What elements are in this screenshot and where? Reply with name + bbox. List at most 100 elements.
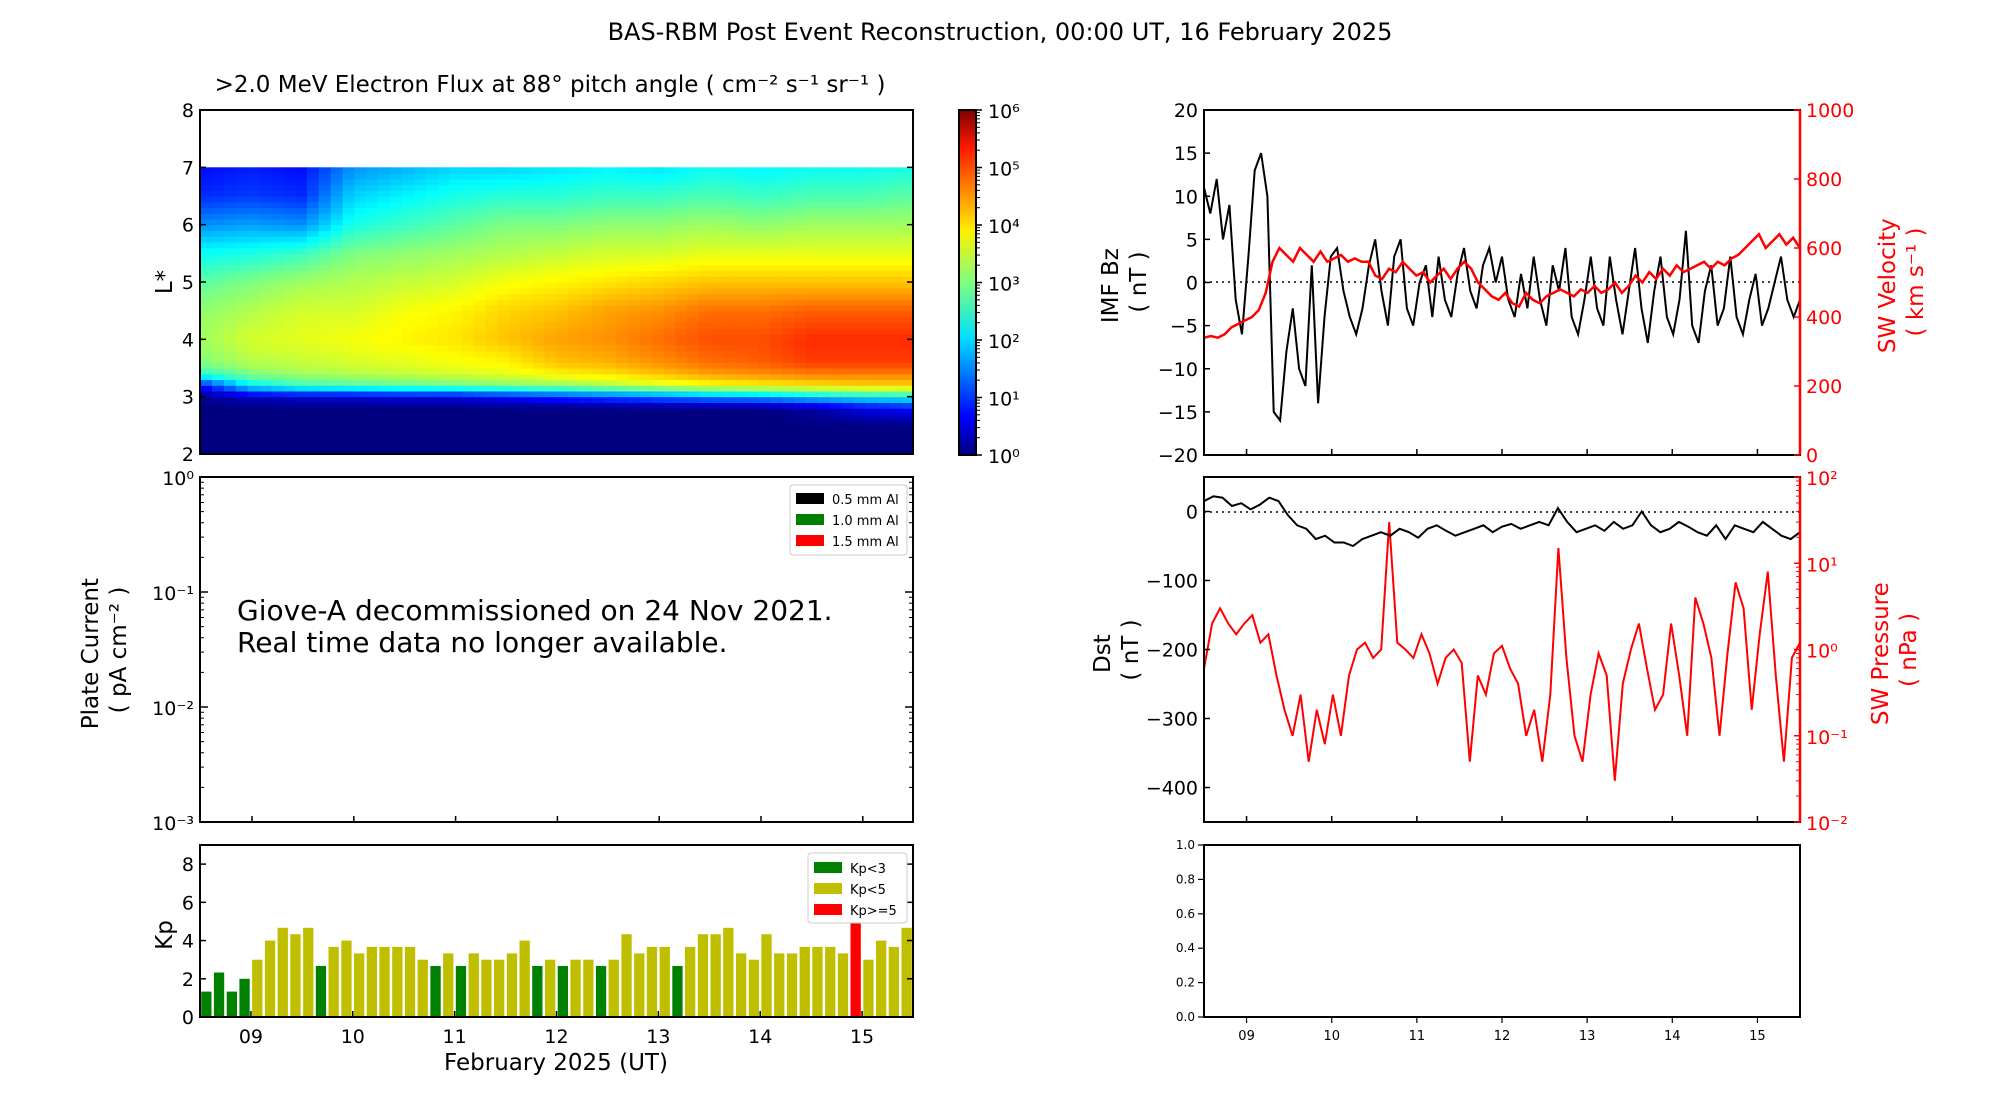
- flux-cell: [556, 322, 569, 329]
- flux-cell: [271, 253, 284, 260]
- flux-cell: [223, 356, 237, 363]
- flux-cell: [580, 396, 593, 403]
- kp-legend-swatch: [814, 904, 842, 915]
- flux-cell: [366, 419, 379, 426]
- flux-cell: [366, 345, 379, 352]
- flux-cell: [532, 259, 546, 266]
- flux-cell: [770, 339, 783, 346]
- flux-cell: [627, 402, 641, 409]
- flux-cell: [247, 316, 260, 323]
- flux-cell: [722, 247, 736, 254]
- flux-cell: [841, 327, 855, 335]
- flux-cell: [200, 327, 213, 335]
- flux-cell: [734, 259, 748, 266]
- flux-cell: [473, 293, 486, 300]
- flux-cell: [390, 230, 403, 237]
- flux-cell: [877, 368, 890, 375]
- dst-y-tick-label: −400: [1146, 778, 1198, 800]
- flux-cell: [520, 259, 534, 266]
- flux-cell: [402, 173, 415, 180]
- flux-cell: [651, 287, 665, 294]
- flux-cell: [200, 184, 213, 191]
- flux-cell: [211, 236, 225, 243]
- flux-cell: [722, 442, 736, 449]
- flux-cell: [580, 327, 593, 335]
- flux-cell: [413, 293, 427, 300]
- flux-cell: [497, 196, 510, 203]
- flux-cell: [568, 218, 581, 226]
- flux-cell: [223, 167, 237, 174]
- kp-bar: [850, 921, 861, 1017]
- flux-cell: [841, 356, 855, 363]
- flux-cell: [901, 264, 914, 272]
- flux-cell: [639, 287, 653, 294]
- flux-cell: [473, 431, 486, 438]
- flux-cell: [378, 322, 391, 329]
- flux-cell: [853, 190, 867, 197]
- flux-cell: [402, 379, 415, 386]
- flux-cell: [663, 373, 676, 380]
- flux-cell: [235, 339, 249, 346]
- flux-cell: [378, 218, 391, 226]
- flux-cell: [461, 413, 474, 421]
- flux-cell: [699, 448, 712, 455]
- flux-cell: [520, 339, 534, 346]
- flux-cell: [402, 402, 415, 409]
- flux-cell: [259, 350, 272, 358]
- flux-cell: [865, 304, 878, 312]
- flux-cell: [330, 213, 344, 220]
- flux-cell: [901, 413, 914, 421]
- flux-cell: [604, 241, 617, 249]
- flux-cell: [770, 316, 783, 323]
- flux-cell: [520, 247, 534, 254]
- flux-cell: [437, 390, 451, 398]
- flux-cell: [473, 327, 486, 335]
- flux-cell: [782, 322, 795, 329]
- flux-cell: [473, 385, 486, 392]
- flux-cell: [330, 327, 344, 335]
- flux-cell: [366, 390, 379, 398]
- flux-cell: [841, 322, 855, 329]
- flux-cell: [485, 419, 498, 426]
- dst-frame: [1203, 476, 1801, 823]
- flux-cell: [497, 282, 510, 289]
- flux-cell: [259, 408, 272, 415]
- flux-cell: [532, 442, 546, 449]
- flux-cell: [520, 276, 534, 283]
- flux-cell: [568, 213, 581, 220]
- flux-cell: [497, 327, 510, 335]
- flux-cell: [318, 184, 332, 191]
- flux-cell: [342, 213, 356, 220]
- kp-bar: [341, 940, 352, 1017]
- flux-cell: [877, 322, 890, 329]
- flux-cell: [473, 373, 486, 380]
- flux-cell: [568, 379, 581, 386]
- flux-cell: [794, 173, 807, 180]
- flux-cell: [330, 253, 344, 260]
- flux-cell: [544, 350, 558, 358]
- flux-cell: [354, 299, 367, 306]
- flux-cell: [675, 322, 688, 329]
- kp-bar: [404, 946, 416, 1017]
- flux-cell: [544, 218, 558, 226]
- flux-cell: [711, 201, 724, 208]
- flux-cell: [402, 362, 415, 369]
- flux-cell: [711, 385, 724, 392]
- flux-cell: [556, 190, 569, 197]
- flux-cell: [829, 408, 843, 415]
- flux-cell: [330, 293, 344, 300]
- flux-cell: [449, 368, 462, 375]
- flux-cell: [247, 167, 260, 174]
- flux-cell: [865, 218, 878, 226]
- flux-cell: [592, 230, 605, 237]
- flux-cell: [413, 379, 427, 386]
- flux-cell: [639, 442, 653, 449]
- flux-cell: [770, 224, 783, 231]
- flux-cell: [568, 316, 581, 323]
- flux-cell: [306, 167, 320, 174]
- flux-cell: [211, 396, 225, 403]
- flux-cell: [413, 167, 427, 174]
- colorbar-tick-label: 10⁴: [988, 216, 1020, 238]
- flux-cell: [568, 259, 581, 266]
- flux-cell: [366, 448, 379, 455]
